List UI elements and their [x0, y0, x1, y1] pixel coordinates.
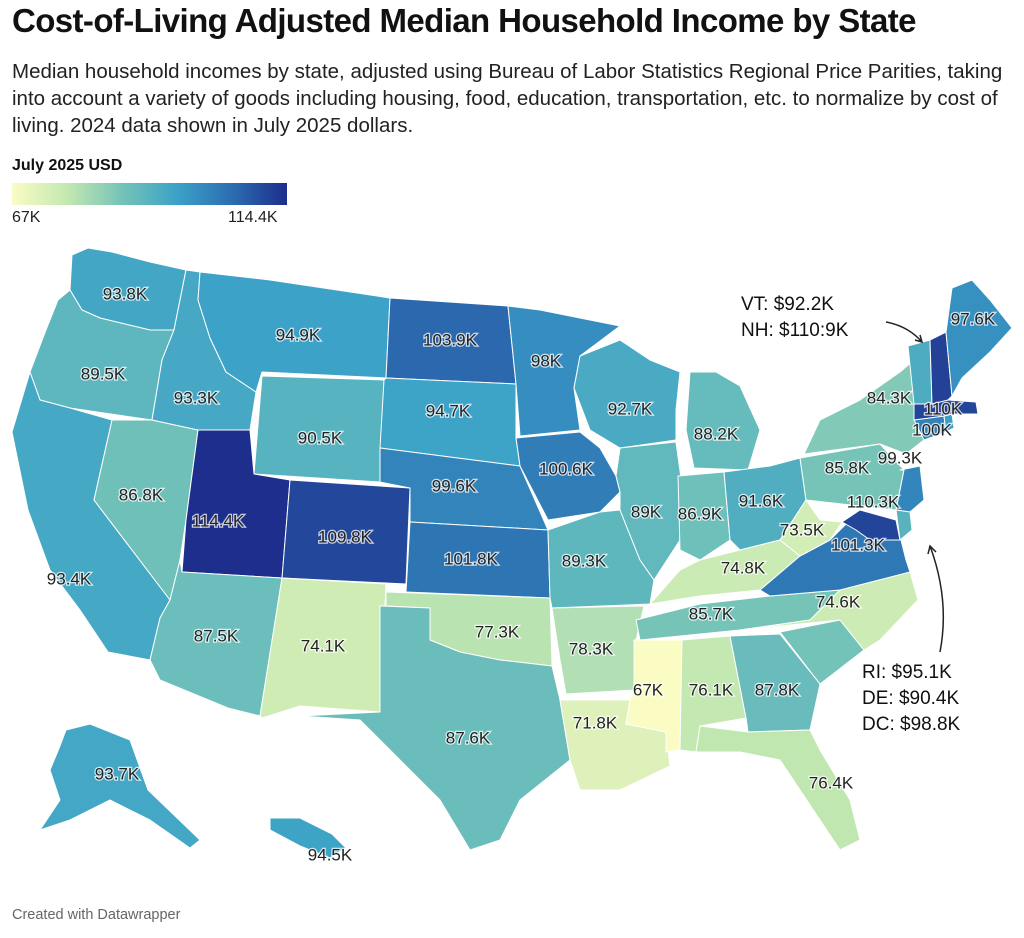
value-label-sd: 94.7K — [426, 402, 471, 421]
value-label-ny: 84.3K — [867, 389, 912, 408]
chart-description: Median household incomes by state, adjus… — [12, 60, 1003, 137]
value-label-ma: 110K — [924, 400, 963, 419]
value-label-ky: 74.8K — [721, 559, 766, 578]
state-nm — [259, 577, 387, 719]
value-label-md: 110.3K — [847, 493, 900, 512]
annotation-vt: VT: $92.2K — [741, 294, 834, 315]
state-nh — [929, 331, 953, 405]
state-tx — [299, 605, 571, 851]
value-label-wv: 73.5K — [780, 521, 825, 540]
value-label-fl: 76.4K — [809, 774, 854, 793]
value-label-pa: 85.8K — [825, 459, 870, 478]
value-label-mo: 89.3K — [562, 552, 607, 571]
value-label-nd: 103.9K — [423, 331, 478, 350]
value-label-in: 86.9K — [678, 505, 723, 524]
value-label-nj: 99.3K — [878, 449, 923, 468]
value-label-nm: 74.1K — [301, 637, 346, 656]
value-label-ct: 100K — [912, 421, 952, 440]
value-label-ak: 93.7K — [95, 765, 140, 784]
value-label-wi: 92.7K — [608, 400, 653, 419]
value-label-or: 89.5K — [81, 365, 126, 384]
state-fl — [695, 725, 861, 851]
annotation-ri: RI: $95.1K — [862, 662, 952, 683]
value-label-wy: 90.5K — [298, 429, 343, 448]
value-label-il: 89K — [631, 503, 662, 522]
state-ma — [913, 399, 979, 421]
value-label-tx: 87.6K — [446, 729, 491, 748]
annotation-southeast: RI: $95.1K DE: $90.4K DC: $98.8K — [862, 660, 960, 738]
annotation-dc: DC: $98.8K — [862, 714, 961, 735]
value-label-ar: 78.3K — [569, 640, 614, 659]
value-label-ia: 100.6K — [539, 460, 594, 479]
value-label-va: 101.3K — [831, 536, 886, 555]
value-label-nc: 74.6K — [816, 593, 861, 612]
credit-footer: Created with Datawrapper — [12, 907, 181, 923]
chart-title: Cost-of-Living Adjusted Median Household… — [12, 2, 916, 39]
state-nc — [739, 571, 919, 651]
value-label-ne: 99.6K — [432, 477, 477, 496]
state-ak — [39, 723, 201, 849]
value-label-mi: 88.2K — [694, 425, 739, 444]
state-hi — [269, 817, 347, 859]
state-de — [895, 509, 913, 541]
value-label-tn: 85.7K — [689, 605, 734, 624]
annotation-northeast: VT: $92.2K NH: $110:9K — [741, 292, 848, 344]
value-label-ca: 93.4K — [47, 570, 92, 589]
state-mt — [197, 271, 391, 393]
value-label-hi: 94.5K — [308, 846, 353, 865]
annotation-arrow-ne-head — [914, 334, 924, 344]
value-label-mt: 94.9K — [276, 326, 321, 345]
state-in — [677, 471, 731, 561]
value-label-ks: 101.8K — [444, 550, 499, 569]
annotation-de: DE: $90.4K — [862, 688, 960, 709]
state-il — [615, 441, 685, 581]
us-choropleth-map: 93.8K 89.5K 93.4K 86.8K 93.3K 94.9K 90.5K 114.4… — [11, 247, 1013, 866]
value-label-ga: 87.8K — [755, 681, 800, 700]
annotation-arrow-se — [929, 545, 945, 653]
legend-color-bar — [12, 183, 287, 205]
legend-max-label: 114.4K — [228, 209, 278, 226]
value-label-me: 97.6K — [951, 310, 996, 329]
state-wi — [573, 339, 681, 449]
value-label-ok: 77.3K — [475, 623, 520, 642]
value-label-oh: 91.6K — [739, 492, 784, 511]
annotation-nh: NH: $110:9K — [741, 320, 849, 341]
annotation-arrow-se-head — [927, 544, 937, 555]
legend-title: July 2025 USD — [12, 157, 123, 174]
state-mi — [685, 371, 761, 471]
value-label-wa: 93.8K — [103, 285, 148, 304]
value-label-ms: 67K — [633, 681, 664, 700]
value-label-al: 76.1K — [689, 681, 734, 700]
value-label-mn: 98K — [531, 352, 562, 371]
state-me — [945, 279, 1013, 397]
value-label-co: 109.8K — [318, 528, 373, 547]
value-label-az: 87.5K — [194, 627, 239, 646]
value-label-nv: 86.8K — [119, 486, 164, 505]
value-label-ut: 114.4K — [192, 512, 245, 531]
legend-min-label: 67K — [12, 209, 41, 226]
value-label-id: 93.3K — [174, 389, 219, 408]
annotation-arrow-ne — [885, 321, 923, 343]
value-label-la: 71.8K — [573, 714, 618, 733]
